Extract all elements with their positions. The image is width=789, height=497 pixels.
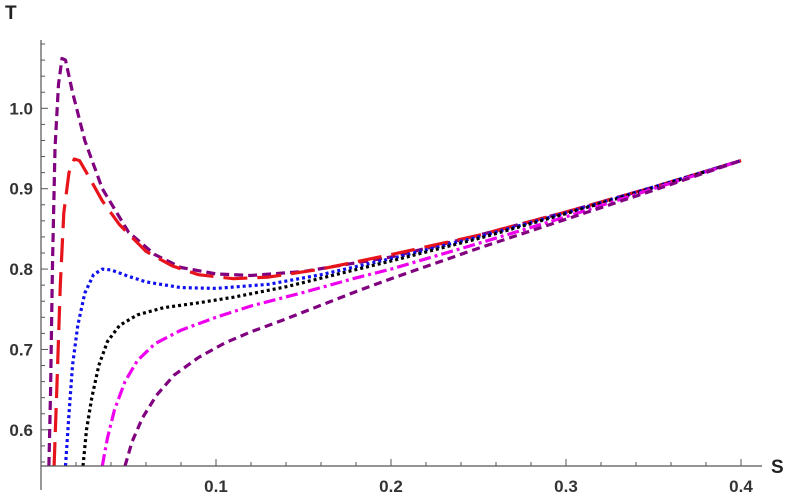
y-tick-label: 1.0 [9, 99, 33, 118]
x-tick-label: 0.4 [729, 477, 753, 496]
y-tick-label: 0.7 [9, 340, 33, 359]
y-tick-label: 0.9 [9, 180, 33, 199]
series-line-4 [81, 159, 742, 467]
y-tick-label: 0.6 [9, 421, 33, 440]
x-ticks-group: 0.1 0.2 0.3 0.4 [75, 459, 753, 496]
y-axis-title: T [5, 3, 17, 24]
series-line-2 [52, 157, 742, 467]
x-tick-label: 0.1 [204, 477, 228, 496]
series-line-1 [47, 56, 742, 467]
y-tick-label: 0.8 [9, 260, 33, 279]
x-tick-label: 0.2 [379, 477, 403, 496]
x-axis-title: S [771, 457, 784, 478]
series-line-5 [100, 159, 742, 467]
series-group [47, 56, 742, 467]
series-line-3 [63, 159, 742, 467]
y-ticks-group: 0.6 0.7 0.8 0.9 1.0 [9, 43, 48, 463]
series-line-6 [123, 159, 742, 467]
x-tick-label: 0.3 [554, 477, 578, 496]
